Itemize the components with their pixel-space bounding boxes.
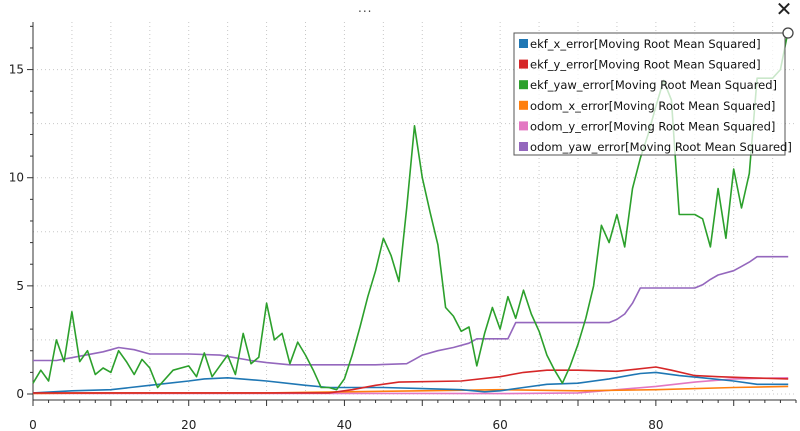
- y-tick-label: 0: [16, 387, 24, 401]
- cursor-handle[interactable]: [782, 27, 794, 39]
- axes: 0 20 40 60 80 0 5 10 15: [9, 22, 797, 431]
- legend-swatch: [519, 39, 528, 48]
- legend-label[interactable]: odom_yaw_error[Moving Root Mean Squared]: [530, 140, 792, 154]
- x-tick-label: 20: [181, 418, 196, 431]
- y-tick-label: 5: [16, 279, 24, 293]
- legend-swatch: [519, 59, 528, 69]
- legend[interactable]: ekf_x_error[Moving Root Mean Squared] ekf…: [513, 32, 792, 156]
- legend-label[interactable]: ekf_x_error[Moving Root Mean Squared]: [530, 37, 761, 51]
- title-bar: ... ✕: [0, 0, 800, 20]
- legend-swatch: [519, 80, 528, 90]
- legend-box: [513, 32, 786, 156]
- y-tick-label: 15: [9, 63, 24, 77]
- drag-handle[interactable]: ...: [358, 1, 373, 15]
- cursor-marker[interactable]: [782, 27, 794, 39]
- x-tick-label: 80: [648, 418, 663, 431]
- x-tick-label: 60: [493, 418, 508, 431]
- series-line-ekf-y-error: [33, 366, 789, 394]
- series-line-ekf-x-error: [32, 371, 789, 394]
- x-tick-label: 0: [29, 418, 37, 431]
- legend-label[interactable]: odom_y_error[Moving Root Mean Squared]: [530, 119, 775, 133]
- legend-swatch: [519, 100, 528, 110]
- close-button[interactable]: ✕: [775, 0, 793, 21]
- x-tick-label: 40: [337, 418, 352, 431]
- legend-label[interactable]: ekf_y_error[Moving Root Mean Squared]: [530, 58, 761, 72]
- y-tick-label: 10: [9, 171, 24, 185]
- legend-label[interactable]: ekf_yaw_error[Moving Root Mean Squared]: [530, 78, 777, 92]
- legend-label[interactable]: odom_x_error[Moving Root Mean Squared]: [530, 99, 775, 113]
- legend-swatch: [519, 142, 528, 151]
- legend-swatch: [519, 121, 528, 131]
- series-line-odom-yaw-error: [33, 255, 789, 366]
